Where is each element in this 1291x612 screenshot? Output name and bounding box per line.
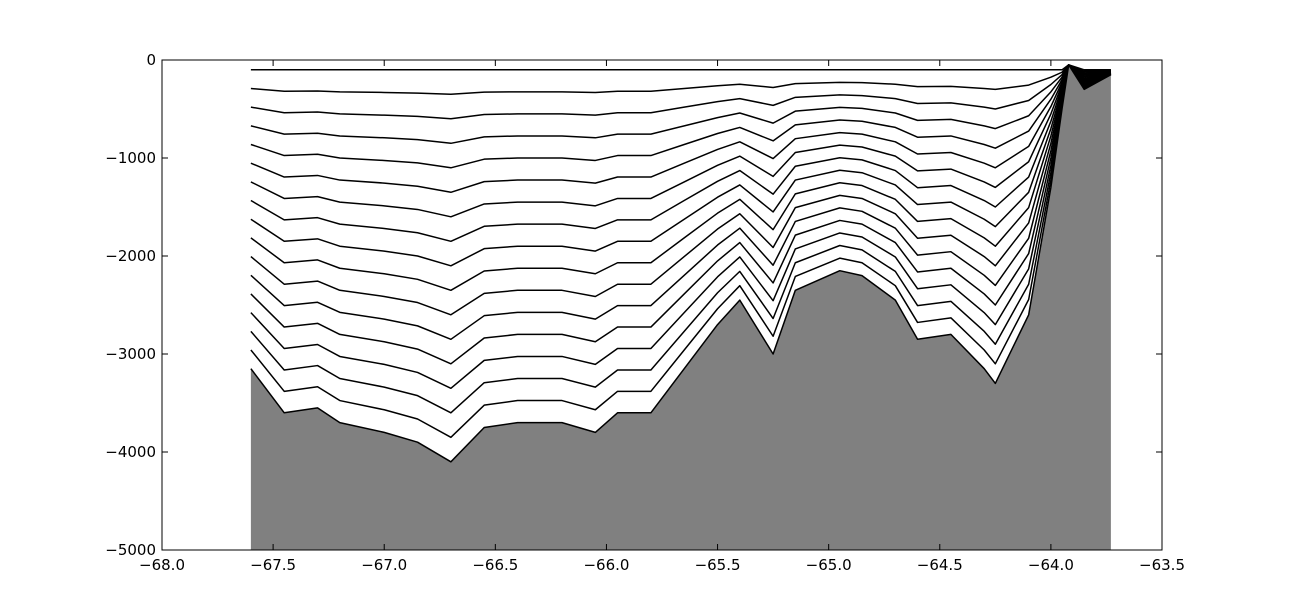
plot-frame bbox=[161, 59, 1163, 551]
x-tick-label: −67.5 bbox=[250, 556, 296, 574]
x-tick-label: −66.5 bbox=[472, 556, 518, 574]
layer-line bbox=[250, 64, 1111, 145]
layer-line bbox=[250, 64, 1111, 169]
layer-line bbox=[250, 64, 1112, 390]
seabed-fill bbox=[250, 64, 1111, 551]
layer-line bbox=[250, 64, 1112, 316]
y-tick-label: 0 bbox=[146, 51, 156, 69]
layer-line bbox=[250, 64, 1112, 414]
layer-line bbox=[250, 64, 1112, 365]
y-tick-label: −2000 bbox=[105, 247, 156, 265]
layer-line bbox=[250, 64, 1112, 292]
layer-line bbox=[250, 64, 1111, 71]
layer-line bbox=[250, 64, 1112, 218]
x-tick-label: −68.0 bbox=[139, 556, 185, 574]
layer-line bbox=[250, 64, 1112, 341]
layer-line bbox=[250, 64, 1112, 463]
x-tick-label: −64.5 bbox=[917, 556, 963, 574]
x-tick-label: −65.5 bbox=[695, 556, 741, 574]
layer-line bbox=[250, 64, 1112, 439]
y-tick-label: −4000 bbox=[105, 443, 156, 461]
layer-line bbox=[250, 64, 1111, 96]
x-tick-label: −65.0 bbox=[806, 556, 852, 574]
y-tick-label: −5000 bbox=[105, 541, 156, 559]
x-tick-label: −64.0 bbox=[1028, 556, 1074, 574]
x-tick-label: −66.0 bbox=[583, 556, 629, 574]
x-tick-label: −67.0 bbox=[361, 556, 407, 574]
layer-line bbox=[250, 64, 1112, 194]
y-tick-label: −3000 bbox=[105, 345, 156, 363]
x-tick-label: −63.5 bbox=[1139, 556, 1185, 574]
layer-line bbox=[250, 64, 1112, 243]
layer-line bbox=[250, 64, 1112, 267]
layer-line bbox=[250, 64, 1111, 120]
y-tick-label: −1000 bbox=[105, 149, 156, 167]
